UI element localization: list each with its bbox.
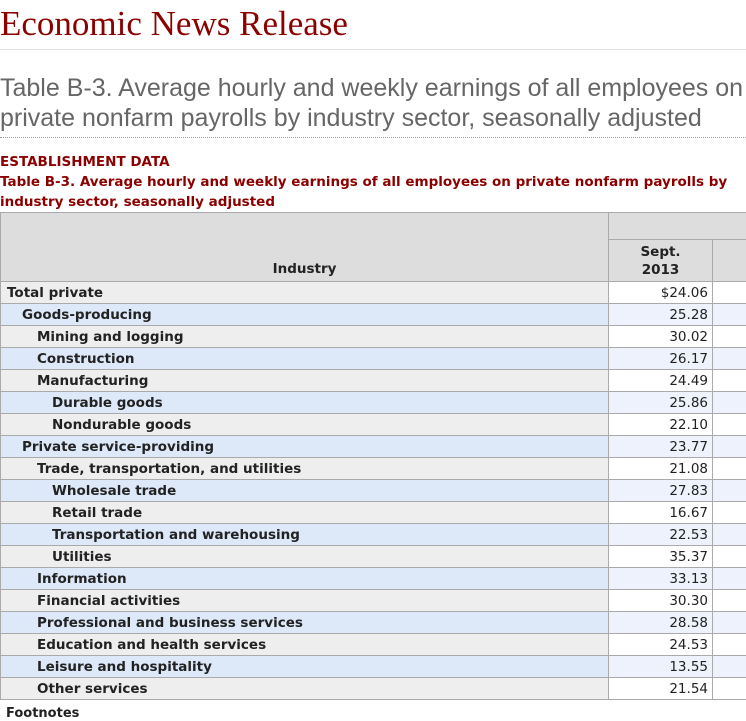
row-value: $24.06 xyxy=(609,282,713,304)
row-value: 24.53 xyxy=(609,634,713,656)
table-caption: Table B-3. Average hourly and weekly ear… xyxy=(0,172,746,212)
row-value: 33.13 xyxy=(609,568,713,590)
page-title: Economic News Release xyxy=(0,0,746,50)
row-label: Utilities xyxy=(1,546,609,568)
row-label: Information xyxy=(1,568,609,590)
row-label: Education and health services xyxy=(1,634,609,656)
row-label: Private service-providing xyxy=(1,436,609,458)
row-value: 26.17 xyxy=(609,348,713,370)
row-label: Financial activities xyxy=(1,590,609,612)
table-heading: Table B-3. Average hourly and weekly ear… xyxy=(0,50,746,138)
row-label: Trade, transportation, and utilities xyxy=(1,458,609,480)
row-label: Manufacturing xyxy=(1,370,609,392)
header-month: Sept. xyxy=(640,244,680,260)
column-header-sept-2013: Sept. 2013 xyxy=(609,240,713,282)
row-value: 25.86 xyxy=(609,392,713,414)
row-label: Professional and business services xyxy=(1,612,609,634)
column-header-industry: Industry xyxy=(1,213,609,282)
header-year: 2013 xyxy=(642,262,680,278)
row-value: 30.02 xyxy=(609,326,713,348)
row-label: Other services xyxy=(1,678,609,700)
row-value: 16.67 xyxy=(609,502,713,524)
row-value: 23.77 xyxy=(609,436,713,458)
row-label: Nondurable goods xyxy=(1,414,609,436)
row-label: Durable goods xyxy=(1,392,609,414)
row-label: Total private xyxy=(1,282,609,304)
section-label: ESTABLISHMENT DATA xyxy=(0,152,746,172)
row-value: 25.28 xyxy=(609,304,713,326)
row-value: 22.10 xyxy=(609,414,713,436)
row-label: Retail trade xyxy=(1,502,609,524)
row-label: Construction xyxy=(1,348,609,370)
row-value: 13.55 xyxy=(609,656,713,678)
row-label: Transportation and warehousing xyxy=(1,524,609,546)
row-label: Goods-producing xyxy=(1,304,609,326)
row-value: 30.30 xyxy=(609,590,713,612)
row-value: 24.49 xyxy=(609,370,713,392)
row-label: Mining and logging xyxy=(1,326,609,348)
table-row: Total private$24.06 xyxy=(1,282,746,304)
row-label: Wholesale trade xyxy=(1,480,609,502)
row-value: 35.37 xyxy=(609,546,713,568)
row-value: 22.53 xyxy=(609,524,713,546)
footnotes-link[interactable]: Footnotes xyxy=(6,706,746,721)
row-value: 28.58 xyxy=(609,612,713,634)
row-value: 27.83 xyxy=(609,480,713,502)
row-value: 21.08 xyxy=(609,458,713,480)
row-label: Leisure and hospitality xyxy=(1,656,609,678)
row-value: 21.54 xyxy=(609,678,713,700)
